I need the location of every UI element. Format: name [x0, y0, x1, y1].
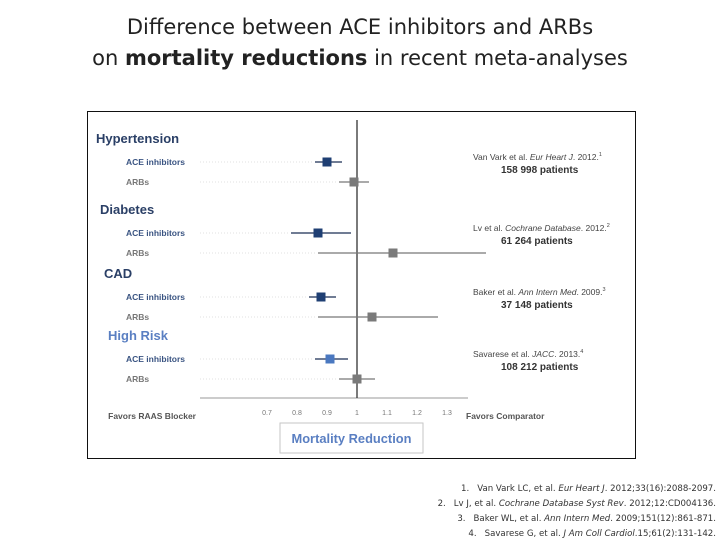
x-tick-label: 0.7	[262, 410, 272, 417]
point-estimate	[388, 248, 398, 258]
title-line-2: on mortality reductions in recent meta-a…	[0, 43, 720, 74]
study-citation: Lv et al. Cochrane Database. 2012.2	[473, 223, 610, 233]
x-tick-label: 0.9	[322, 410, 332, 417]
row-label-arbs: ARBs	[126, 177, 149, 187]
reference-author: Van Vark LC, et al.	[477, 484, 559, 494]
x-axis-title-box	[279, 422, 424, 454]
point-estimate	[325, 354, 335, 364]
group-name: Hypertension	[96, 131, 179, 146]
x-tick-label: 1.3	[442, 410, 452, 417]
reference-rest: . 2012;33(16):2088-2097.	[604, 484, 716, 494]
forest-plot: 0.7 0.8 0.9 1 1.1 1.2 1.3 Favors RAAS Blocker Fa…	[96, 120, 610, 454]
reference-journal: Ann Intern Med	[544, 514, 611, 524]
group-name: High Risk	[108, 328, 169, 343]
row-label-ace-inhibitors: ACE inhibitors	[126, 292, 185, 302]
row-label-ace-inhibitors: ACE inhibitors	[126, 354, 185, 364]
point-estimate	[322, 157, 332, 167]
patient-count: 108 212 patients	[501, 362, 579, 373]
row-label-ace-inhibitors: ACE inhibitors	[126, 228, 185, 238]
title-line-1: Difference between ACE inhibitors and AR…	[126, 15, 594, 39]
x-axis-title: Mortality Reduction	[292, 431, 412, 446]
reference-3: 3. Baker WL, et al. Ann Intern Med. 2009;…	[300, 512, 716, 527]
reference-number: 2.	[437, 499, 446, 509]
reference-author: Baker WL, et al.	[473, 514, 545, 524]
x-tick-label: 1.2	[412, 410, 422, 417]
reference-2: 2. Lv J, et al. Cochrane Database Syst Re…	[300, 497, 716, 512]
point-estimate	[367, 312, 377, 322]
patient-count: 61 264 patients	[501, 236, 573, 247]
reference-author: Savarese G, et al.	[484, 529, 564, 539]
reference-number: 1.	[461, 484, 470, 494]
title-line-2-post: in recent meta-analyses	[367, 46, 628, 70]
point-estimate	[313, 228, 323, 238]
patient-count: 158 998 patients	[501, 165, 579, 176]
row-label-arbs: ARBs	[126, 374, 149, 384]
row-label-ace-inhibitors: ACE inhibitors	[126, 157, 185, 167]
row-label-arbs: ARBs	[126, 248, 149, 258]
reference-author: Lv J, et al.	[453, 499, 499, 509]
reference-number: 3.	[457, 514, 466, 524]
reference-journal: J Am Coll Cardiol	[563, 529, 635, 539]
right-favors-label: Favors Comparator	[466, 411, 545, 421]
left-favors-label: Favors RAAS Blocker	[108, 411, 197, 421]
group-name: CAD	[104, 266, 132, 281]
reference-rest: . 2009;151(12):861-871.	[610, 514, 716, 524]
x-tick-label: 0.8	[292, 410, 302, 417]
reference-1: 1. Van Vark LC, et al. Eur Heart J. 2012;…	[300, 482, 716, 497]
row-label-arbs: ARBs	[126, 312, 149, 322]
reference-number: 4.	[468, 529, 477, 539]
reference-4: 4. Savarese G, et al. J Am Coll Cardiol.1…	[300, 527, 716, 542]
study-citation: Savarese et al. JACC. 2013.4	[473, 349, 583, 359]
study-citation: Baker et al. Ann Intern Med. 2009.3	[473, 287, 606, 297]
x-tick-label: 1.1	[382, 410, 392, 417]
forest-plot-figure: 0.7 0.8 0.9 1 1.1 1.2 1.3 Favors RAAS Blocker Fa…	[87, 111, 636, 459]
title-line-2-pre: on	[92, 46, 125, 70]
title-line-2-bold: mortality reductions	[124, 46, 368, 70]
point-estimate	[349, 177, 359, 187]
reference-journal: Eur Heart J	[558, 484, 605, 494]
group-name: Diabetes	[100, 202, 154, 217]
reference-journal: Cochrane Database Syst Rev	[498, 499, 624, 509]
point-estimate	[316, 292, 326, 302]
point-estimate	[352, 374, 362, 384]
patient-count: 37 148 patients	[501, 300, 573, 311]
slide-title: Difference between ACE inhibitors and AR…	[0, 12, 720, 74]
reference-rest: . 2012;12:CD004136.	[623, 499, 716, 509]
study-citation: Van Vark et al. Eur Heart J. 2012.1	[473, 152, 602, 162]
x-tick-label: 1	[355, 410, 359, 417]
reference-rest: .15;61(2):131-142.	[634, 529, 716, 539]
references: 1. Van Vark LC, et al. Eur Heart J. 2012;…	[300, 482, 716, 542]
